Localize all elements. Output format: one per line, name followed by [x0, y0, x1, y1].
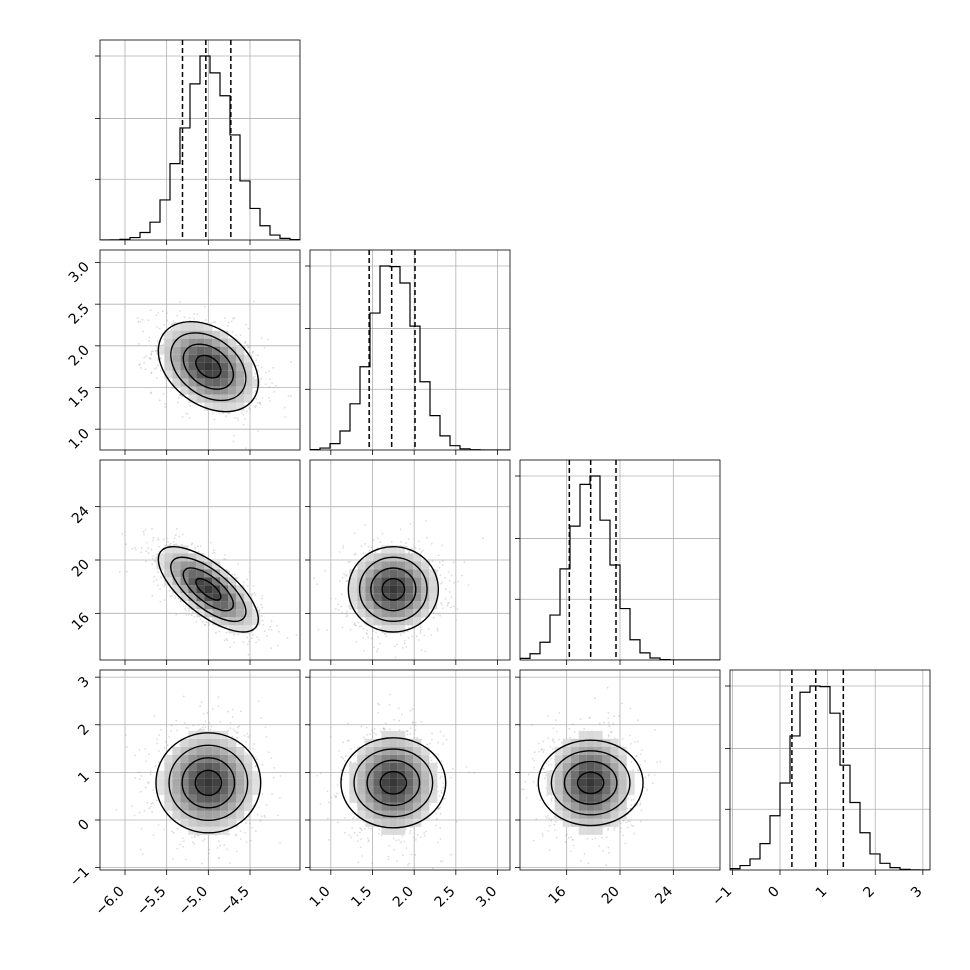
x-tick-label: −4.5 [217, 884, 252, 919]
contour-level-0 [195, 354, 222, 379]
contour-level-0 [195, 577, 222, 601]
panel-frame [99, 249, 301, 451]
scatter-panel-1-0: 1.0 1.5 2.0 2.5 3.0 [66, 249, 301, 455]
contour-level-3 [537, 739, 644, 827]
panel-frame [309, 249, 511, 451]
scatter-panel-3-2: 16 20 24 [515, 669, 721, 908]
contour-level-0 [381, 577, 406, 601]
contour-level-3 [157, 320, 260, 413]
x-tick-label: 20 [599, 884, 623, 908]
scatter-panel-3-1: 1.0 1.5 2.0 2.5 3.0 [305, 669, 511, 911]
contour-level-2 [550, 750, 631, 816]
x-tick-label: 2.0 [390, 884, 417, 911]
contour-level-0 [379, 770, 408, 795]
y-tick-label: 2.0 [66, 342, 93, 369]
panel-frame [309, 669, 511, 871]
x-tick-label: 1 [813, 884, 831, 902]
scatter-panel-3-0: −6.0 −5.5 −5.0 −4.5 −1 0 1 2 3 [67, 669, 301, 919]
y-tick-label: 1.5 [66, 384, 93, 411]
panel-frame [99, 669, 301, 871]
x-tick-label: 24 [652, 883, 676, 907]
histogram-panel-2 [515, 459, 721, 665]
contour-level-1 [182, 343, 235, 390]
x-tick-label: 3 [908, 884, 926, 902]
contour-level-1 [370, 567, 417, 612]
panel-frame [729, 669, 931, 871]
scatter-panel-2-0: 16 20 24 [69, 459, 301, 665]
scatter-panel-2-1 [305, 459, 511, 665]
histogram-panel-3: −1 0 1 2 3 [709, 669, 931, 910]
density-shading [156, 322, 261, 411]
contour-level-3 [340, 737, 447, 829]
contour-level-2 [170, 332, 247, 402]
y-tick-label: −1 [67, 864, 93, 890]
contour-level-1 [182, 567, 235, 612]
x-tick-label: 0 [765, 884, 783, 902]
histogram-step [100, 55, 300, 240]
histogram-step [310, 265, 510, 450]
y-tick-label: 3.0 [66, 259, 93, 286]
y-tick-label: 1.0 [66, 426, 93, 453]
contour-level-2 [353, 748, 434, 818]
y-tick-label: 1 [75, 769, 93, 787]
y-tick-label: 24 [69, 503, 93, 527]
histogram-panel-1 [305, 249, 511, 455]
contour-level-1 [563, 760, 618, 805]
contour-level-2 [170, 556, 247, 623]
contour-level-1 [366, 759, 421, 807]
contour-level-2 [168, 744, 249, 822]
x-tick-label: −6.0 [92, 884, 127, 919]
x-tick-label: 2.5 [432, 884, 459, 911]
x-tick-label: −5.5 [134, 884, 169, 919]
contour-level-1 [181, 757, 236, 809]
x-tick-label: 2 [860, 884, 878, 902]
contour-level-2 [358, 556, 428, 623]
y-tick-label: 3 [75, 674, 93, 692]
contour-level-3 [347, 545, 440, 633]
y-tick-label: 20 [69, 557, 93, 581]
x-tick-label: 1.5 [348, 884, 375, 911]
x-tick-label: −1 [709, 884, 735, 910]
histogram-step [730, 685, 930, 870]
contour-level-0 [576, 771, 605, 795]
y-tick-label: 2.5 [66, 301, 93, 328]
panel-frame [99, 39, 301, 241]
x-tick-label: −5.0 [176, 884, 211, 919]
histogram-panel-0 [95, 39, 301, 245]
x-tick-label: 3.0 [473, 884, 500, 911]
y-tick-label: 16 [69, 610, 93, 634]
contour-level-3 [157, 545, 260, 633]
x-tick-label: 1.0 [307, 884, 334, 911]
y-tick-label: 0 [75, 817, 93, 835]
contour-level-0 [194, 769, 223, 797]
x-tick-label: 16 [546, 883, 570, 907]
y-tick-label: 2 [75, 721, 93, 739]
contour-level-3 [155, 732, 262, 834]
